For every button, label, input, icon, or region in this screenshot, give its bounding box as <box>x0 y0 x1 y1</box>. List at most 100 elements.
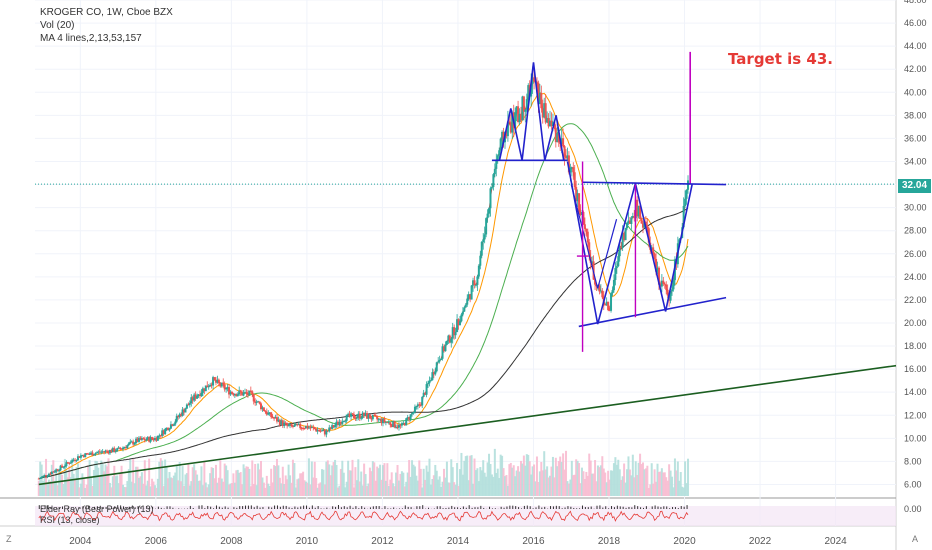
volume-bar <box>130 481 133 496</box>
elder-bar <box>306 505 308 509</box>
volume-bar <box>486 462 489 496</box>
elder-bar <box>178 508 180 509</box>
volume-bar <box>422 468 425 496</box>
chart-legend: KROGER CO, 1W, Cboe BZX Vol (20) MA 4 li… <box>40 6 173 45</box>
volume-bar <box>673 458 676 496</box>
candle-body <box>42 475 45 477</box>
volume-bar <box>280 483 283 496</box>
volume-bar <box>615 464 618 496</box>
candle-body <box>335 421 338 426</box>
candle-body <box>228 387 231 395</box>
volume-bar <box>646 465 649 496</box>
elder-bar <box>82 506 84 509</box>
elder-bar <box>64 508 66 509</box>
volume-bar <box>146 480 149 496</box>
volume-bar <box>56 485 59 496</box>
elder-bar <box>169 506 171 509</box>
volume-bar <box>79 483 82 496</box>
candle-body <box>286 423 289 426</box>
candle-body <box>624 228 627 241</box>
candle-body <box>656 267 659 272</box>
auto-scale-button[interactable]: A <box>912 534 919 544</box>
volume-bar <box>175 465 178 496</box>
candle-body <box>312 426 315 428</box>
zoom-button[interactable]: Z <box>6 534 12 544</box>
elder-bar <box>137 506 139 509</box>
elder-bar <box>509 505 511 509</box>
volume-bar <box>230 483 233 496</box>
volume-bar <box>40 464 43 496</box>
candle-body <box>538 92 541 104</box>
volume-bar <box>200 466 203 496</box>
candle-body <box>515 106 518 113</box>
volume-bar <box>344 487 347 496</box>
elder-bar <box>436 506 438 509</box>
volume-bar <box>377 468 380 496</box>
candle-body <box>242 392 245 396</box>
volume-bar <box>217 477 220 496</box>
elder-bar <box>146 506 148 509</box>
volume-bar <box>315 478 318 496</box>
candle-body <box>239 390 242 393</box>
volume-bar <box>567 483 570 496</box>
symbol-label[interactable]: KROGER CO, 1W, Cboe BZX <box>40 7 173 18</box>
volume-bar <box>137 477 140 496</box>
candle-body <box>156 435 159 441</box>
elder-bar <box>541 507 543 509</box>
volume-bar <box>63 458 66 496</box>
vol-label[interactable]: Vol (20) <box>40 20 75 31</box>
elder-bar <box>297 507 299 509</box>
candle-body <box>133 443 136 445</box>
target-annotation[interactable]: Target is 43. <box>728 50 833 68</box>
elder-bar <box>300 506 302 509</box>
candle-body <box>412 411 415 414</box>
volume-bar <box>50 464 53 496</box>
volume-bar <box>268 485 271 496</box>
elder-bar <box>215 505 217 509</box>
candle-body <box>307 427 310 429</box>
candle-body <box>316 429 319 432</box>
candle-body <box>210 384 213 386</box>
volume-bar <box>386 463 389 496</box>
candle-body <box>492 174 495 188</box>
elder-bar <box>398 508 400 509</box>
candle-body <box>267 413 270 415</box>
candle-body <box>522 96 525 112</box>
elder-bar <box>253 507 255 509</box>
elder-bar <box>555 505 557 509</box>
volume-bar <box>438 476 441 496</box>
candle-body <box>451 327 454 339</box>
candle-body <box>136 438 139 442</box>
elder-bar <box>611 506 613 509</box>
candle-body <box>556 132 559 143</box>
candle-body <box>411 413 414 415</box>
candle-body <box>601 290 604 298</box>
candle-body <box>550 120 553 126</box>
volume-bar <box>498 478 501 496</box>
elder-bar <box>480 505 482 509</box>
volume-bar <box>509 462 512 496</box>
candle-body <box>110 450 113 453</box>
ma-label[interactable]: MA 4 lines,2,13,53,157 <box>40 33 142 44</box>
time-tick-label: 2008 <box>220 536 243 547</box>
candle-body <box>98 451 101 453</box>
volume-bar <box>457 485 460 496</box>
volume-bar <box>368 467 371 496</box>
candle-body <box>524 109 527 112</box>
volume-bar <box>514 476 517 496</box>
candle-body <box>129 441 132 444</box>
volume-bar <box>448 482 451 496</box>
candle-body <box>238 390 241 395</box>
volume-bar <box>531 466 534 496</box>
volume-bar <box>81 473 84 496</box>
volume-bar <box>418 460 421 496</box>
volume-bar <box>97 467 100 496</box>
volume-bar <box>90 477 93 496</box>
candle-body <box>342 421 345 422</box>
volume-bar <box>579 483 582 496</box>
candle-body <box>424 392 427 395</box>
candle-body <box>490 187 493 189</box>
elder-bar <box>445 507 447 509</box>
elder-bar <box>625 507 627 509</box>
